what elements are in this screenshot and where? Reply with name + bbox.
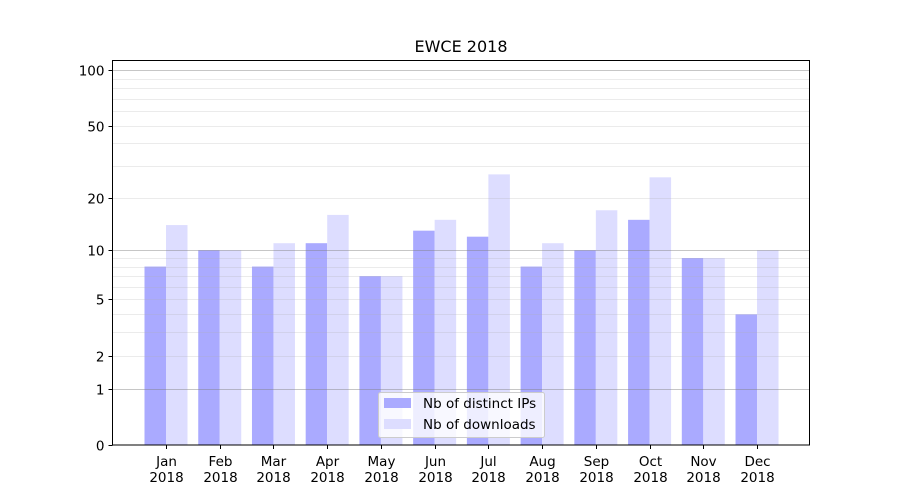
bar-downloads-dec [757,250,779,445]
legend-swatch-distinct-ips [384,398,411,408]
x-tick-label-month: Jan [155,454,177,470]
x-tick-label-month: Oct [639,454,662,470]
bar-downloads-mar [273,243,295,445]
y-tick-label: 5 [96,293,105,309]
plot-frame [112,60,810,446]
bar-downloads-feb [219,250,242,445]
x-tick-label-year: 2018 [579,470,613,486]
bar-distinct-ips-dec [735,314,758,445]
legend-label-downloads: Nb of downloads [423,417,536,433]
x-tick-label-month: Jun [424,454,446,470]
x-tick-label-month: Dec [744,454,770,470]
bar-distinct-ips-nov [681,258,704,445]
y-tick-label: 20 [87,192,104,208]
x-tick-label-year: 2018 [310,470,344,486]
x-tick-label-year: 2018 [149,470,183,486]
legend-label-distinct-ips: Nb of distinct IPs [423,396,536,412]
bar-distinct-ips-jan [144,266,166,445]
bar-downloads-sep [595,210,618,445]
bar-downloads-oct [649,177,672,446]
bar-downloads-jul [488,174,510,445]
bar-distinct-ips-apr [305,243,328,445]
x-tick-label-year: 2018 [364,470,398,486]
bar-distinct-ips-feb [198,250,220,445]
chart-title: EWCE 2018 [414,37,507,56]
bar-downloads-nov [703,258,725,445]
x-tick-label-year: 2018 [203,470,237,486]
bar-downloads-aug [542,243,564,445]
x-tick-label-month: May [368,454,396,470]
y-tick-label: 10 [87,244,104,260]
y-tick-label: 2 [96,350,105,366]
x-tick-label-month: Mar [261,454,287,470]
bar-distinct-ips-mar [251,266,274,445]
bar-distinct-ips-sep [574,250,596,445]
y-tick-label: 0 [96,439,105,455]
x-axis: Jan2018Feb2018Mar2018Apr2018May2018Jun20… [149,445,775,486]
bar-distinct-ips-may [359,276,381,445]
y-axis: 0 1 2 5 10 20 50 100 [79,64,113,455]
y-tick-label: 100 [79,64,105,80]
x-tick-label-month: Apr [316,454,340,470]
legend-box [378,392,545,438]
y-tick-label: 1 [96,383,105,399]
bar-downloads-apr [327,214,349,445]
x-tick-label-year: 2018 [633,470,667,486]
bar-distinct-ips-jun [413,230,435,445]
x-tick-label-year: 2018 [256,470,290,486]
legend-swatch-downloads [384,419,411,429]
grid-layer [112,70,810,390]
bar-distinct-ips-oct [628,219,650,445]
x-tick-label-year: 2018 [418,470,452,486]
x-tick-label-year: 2018 [740,470,774,486]
x-tick-label-year: 2018 [471,470,505,486]
x-tick-label-year: 2018 [525,470,559,486]
y-tick-label: 50 [87,120,104,136]
x-tick-label-month: Aug [529,454,555,470]
bar-downloads-jun [434,219,457,445]
bar-downloads-jan [166,225,188,445]
x-tick-label-month: Nov [690,454,716,470]
x-tick-label-month: Jul [479,454,496,470]
legend: Nb of distinct IPs Nb of downloads [378,392,545,438]
x-tick-label-year: 2018 [686,470,720,486]
x-tick-label-month: Feb [209,454,233,470]
x-tick-label-month: Sep [584,454,609,470]
